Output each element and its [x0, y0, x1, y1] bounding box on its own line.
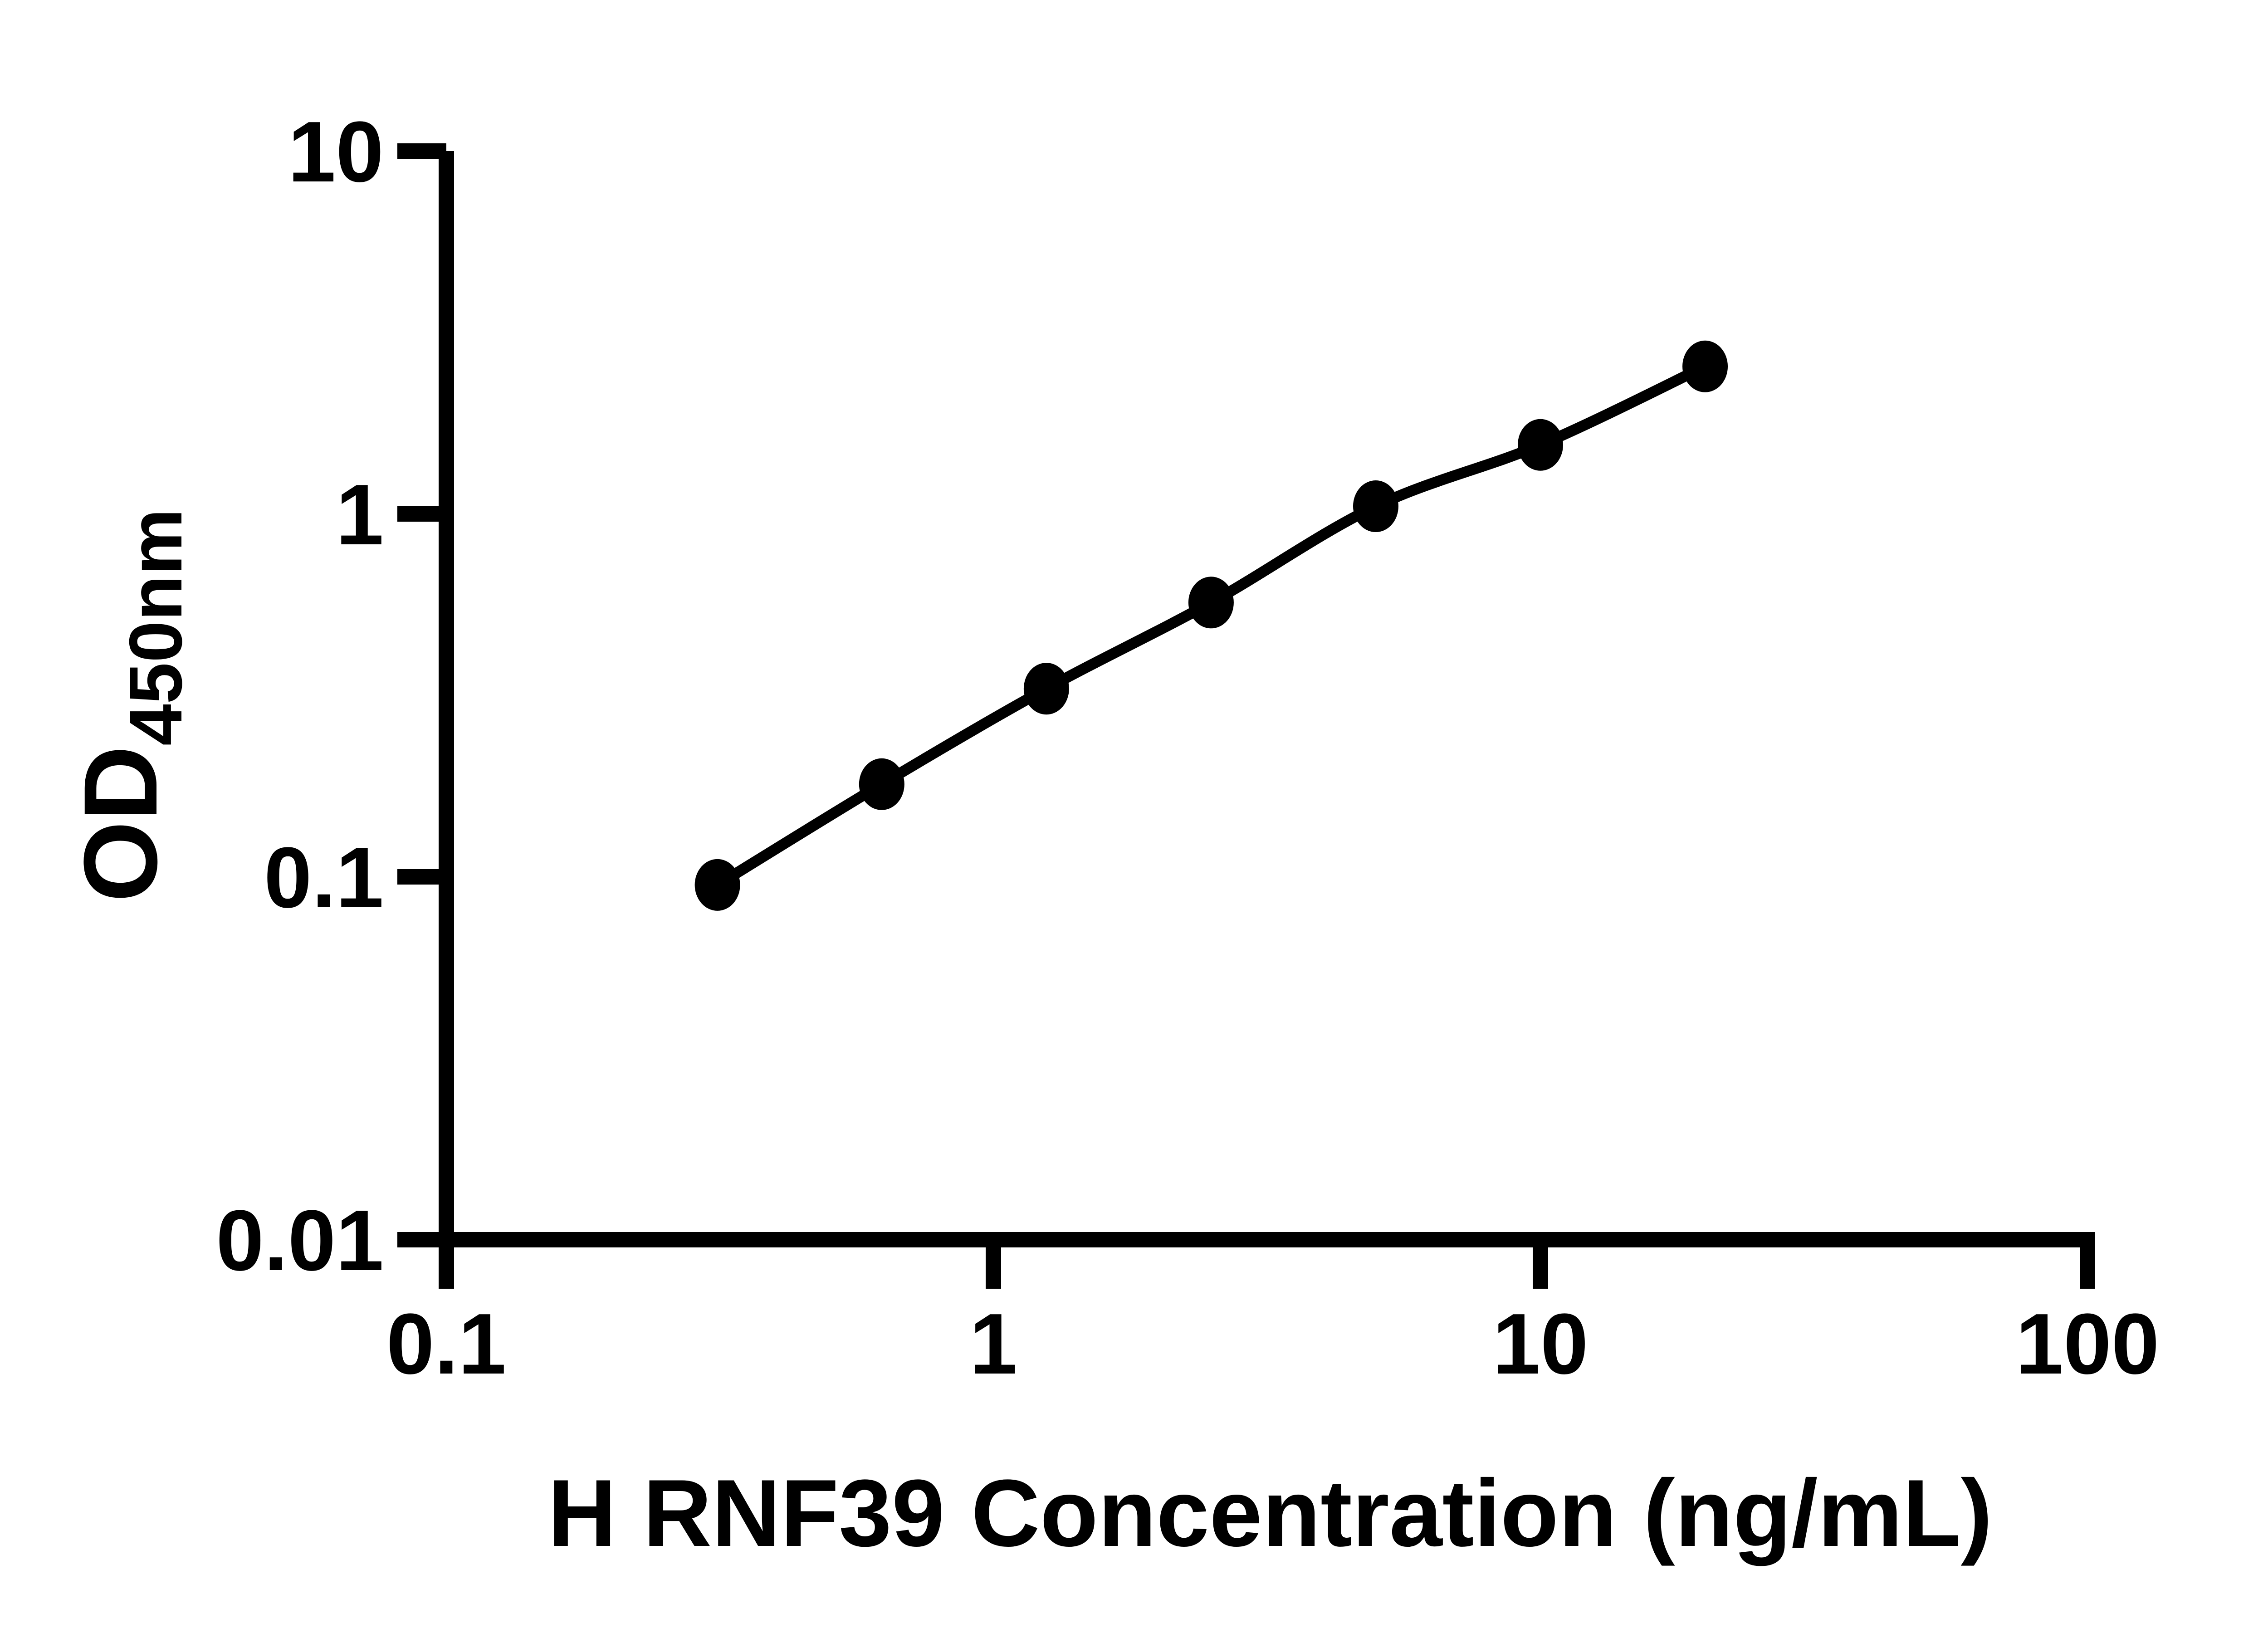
y-tick-label: 0.1	[264, 830, 384, 926]
y-tick-label: 1	[336, 467, 384, 563]
data-point-marker	[1188, 577, 1234, 629]
y-tick-label: 0.01	[216, 1193, 384, 1289]
y-axis-title-subscript: 450nm	[114, 508, 197, 746]
x-tick-label: 100	[2015, 1296, 2159, 1392]
data-point-marker	[1518, 419, 1563, 471]
data-point-marker	[1023, 663, 1069, 715]
data-point-marker	[859, 758, 904, 810]
data-point-marker	[694, 859, 740, 911]
y-axis-title: OD450nm	[62, 508, 197, 902]
x-axis-title: H RNF39 Concentration (ng/mL)	[548, 1460, 1993, 1566]
x-tick-label: 10	[1492, 1296, 1588, 1392]
data-point-marker	[1353, 480, 1398, 533]
x-tick-label: 1	[969, 1296, 1017, 1392]
y-axis-title-main: OD	[62, 746, 179, 902]
series-layer	[694, 340, 1728, 911]
y-tick-label: 10	[288, 104, 384, 200]
data-point-marker	[1682, 340, 1728, 392]
x-tick-label: 0.1	[386, 1296, 506, 1392]
